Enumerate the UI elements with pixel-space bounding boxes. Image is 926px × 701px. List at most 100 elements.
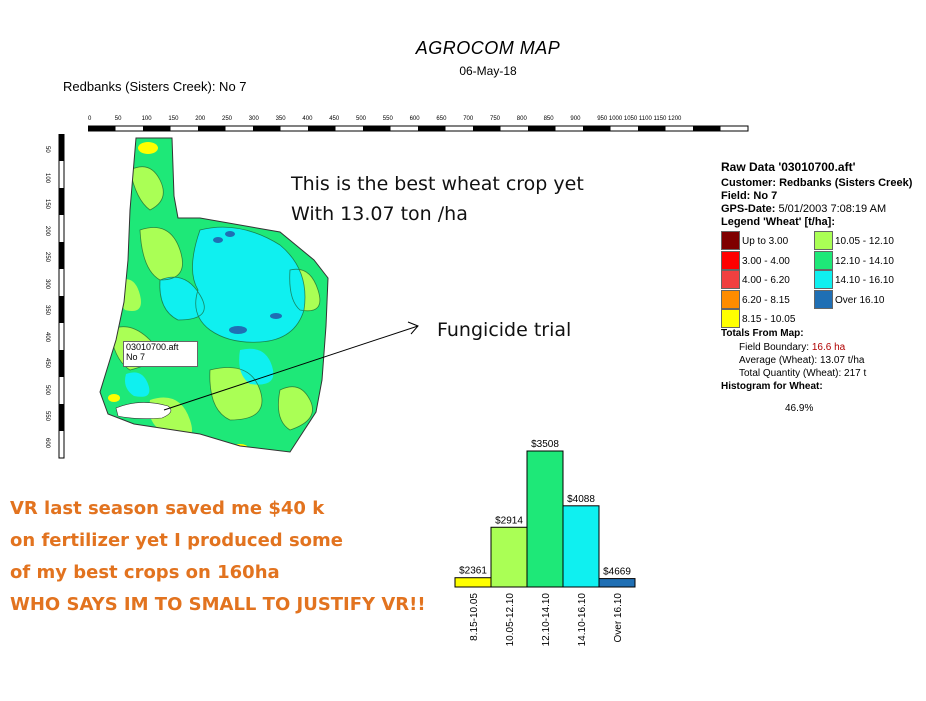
top-ruler-tick-label: 850 (543, 116, 554, 122)
left-ruler-tick-label: 450 (44, 358, 50, 369)
vr-line-4: WHO SAYS IM TO SMALL TO JUSTIFY VR!! (10, 594, 426, 615)
best-crop-line1: This is the best wheat crop yet (291, 173, 584, 195)
vr-line-3: of my best crops on 160ha (10, 562, 280, 583)
legend-swatch (721, 231, 740, 250)
vr-line-1: VR last season saved me $40 k (10, 498, 325, 519)
ruler-block (59, 134, 64, 161)
fungicide-arrow (163, 321, 419, 411)
histogram-bar (598, 578, 636, 588)
top-ruler-tick-label: 800 (516, 116, 527, 122)
legend-class-label: 6.20 - 8.15 (742, 294, 790, 306)
histogram-value-label: $3508 (531, 439, 559, 450)
ruler-block (473, 126, 501, 131)
ruler-block (59, 242, 64, 269)
histogram-category-label: 8.15-10.05 (469, 593, 480, 641)
legend-class-label: 14.10 - 16.10 (835, 275, 894, 286)
yield-map (99, 137, 329, 453)
gps-label: GPS-Date: (721, 203, 776, 215)
top-ruler-tick-label: 100 (141, 116, 152, 122)
top-ruler-tick-label: 250 (222, 116, 233, 122)
histogram-bar (490, 526, 528, 588)
ruler-block (308, 126, 336, 131)
legend-field-value: No 7 (753, 190, 778, 202)
left-ruler-bar (58, 134, 65, 459)
customer-value: Redbanks (Sisters Creek) (779, 177, 913, 189)
ruler-block (59, 404, 64, 431)
left-ruler-tick-label: 600 (44, 437, 50, 448)
ruler-block (88, 126, 116, 131)
ruler-block (59, 296, 64, 323)
top-ruler-tick-label: 350 (275, 116, 286, 122)
left-ruler-tick-label: 300 (44, 278, 50, 289)
field-label: Redbanks (Sisters Creek): No 7 (63, 79, 247, 94)
total-label: Total Quantity (Wheat): (739, 368, 842, 379)
map-file-tag: 03010700.aft No 7 (123, 341, 198, 367)
histogram-category-label: 12.10-14.10 (541, 593, 552, 647)
vr-message: VR last season saved me $40 k on fertili… (10, 493, 426, 621)
legend-swatch (814, 289, 833, 309)
raw-data-title: Raw Data '03010700.aft' (721, 160, 856, 174)
legend-class-label: Up to 3.00 (742, 236, 789, 247)
left-ruler-tick-label: 550 (44, 411, 50, 422)
top-ruler-tick-label: 300 (248, 116, 259, 122)
histogram-category-label: 14.10-16.10 (577, 593, 588, 647)
top-ruler-tick-label: 0 (88, 116, 92, 122)
histogram-max-percent: 46.9% (785, 403, 814, 414)
ruler-block (528, 126, 556, 131)
legend-swatch (721, 309, 740, 328)
left-ruler-tick-label: 250 (44, 252, 50, 263)
legend-swatch (814, 231, 833, 250)
legend-swatch (721, 250, 740, 270)
ruler-block (59, 350, 64, 377)
ruler-block (583, 126, 611, 131)
legend-class-label: 4.00 - 6.20 (742, 275, 790, 286)
left-ruler-tick-label: 150 (44, 199, 50, 210)
legend-swatch (814, 270, 833, 289)
ruler-block (253, 126, 281, 131)
field-boundary-value: 16.6 ha (811, 342, 846, 353)
average-value: 13.07 t/ha (819, 355, 865, 366)
ruler-block (143, 126, 171, 131)
fungicide-label: Fungicide trial (437, 319, 572, 341)
ruler-block (693, 126, 721, 131)
ruler-block (59, 188, 64, 215)
gps-row: GPS-Date: 5/01/2003 7:08:19 AM (721, 203, 886, 217)
legend-field-label: Field: (721, 190, 751, 202)
legend-class-label: 12.10 - 14.10 (835, 255, 894, 267)
histogram-bar (454, 577, 492, 588)
ruler-block (638, 126, 666, 131)
average-label: Average (Wheat): (739, 355, 818, 366)
map-date: 06-May-18 (459, 64, 517, 78)
left-ruler-tick-label: 350 (44, 305, 50, 316)
top-ruler-tick-label: 450 (329, 116, 340, 122)
top-ruler-labels: 0 50 100 150 200 250 300 350 400 450 500 550 600 650 7… (88, 116, 768, 126)
top-ruler-tick-label: 650 (436, 116, 447, 122)
customer-label: Customer: (721, 177, 777, 189)
wheat-histogram: $2361 8.15-10.05 $2914 10.05-12.10 $3508 12.1… (454, 439, 636, 647)
histogram-title: Histogram for Wheat: (721, 381, 823, 392)
histogram-value-label: $2914 (495, 515, 523, 526)
top-ruler-tick-label: 700 (463, 116, 474, 122)
field-row: Field: No 7 (721, 190, 777, 204)
left-ruler-tick-label: 50 (44, 146, 50, 153)
totals-title: Totals From Map: (721, 328, 804, 339)
vr-line-2: on fertilizer yet I produced some (10, 530, 343, 551)
top-ruler-tick-label: 50 (114, 116, 122, 122)
top-ruler-tick-label: 600 (409, 116, 420, 122)
ruler-block (418, 126, 446, 131)
top-ruler-tick-label: 900 (570, 116, 581, 122)
map-tag-file: 03010700.aft (126, 342, 179, 352)
histogram-category-label: Over 16.10 (613, 593, 624, 643)
legend-class-label: 3.00 - 4.00 (742, 255, 790, 267)
legend-swatch (814, 250, 833, 270)
histogram-value-label: $2361 (459, 566, 487, 577)
histogram-value-label: $4088 (567, 494, 595, 505)
left-ruler-tick-label: 100 (44, 172, 50, 183)
histogram-bar (562, 505, 600, 588)
legend-title: Legend 'Wheat' [t/ha]: (721, 216, 836, 228)
legend-swatch (721, 289, 740, 309)
legend-class-label: 10.05 - 12.10 (835, 236, 894, 247)
ruler-block (198, 126, 226, 131)
top-ruler-tick-label: 750 (490, 116, 501, 122)
field-boundary-row: Field Boundary: 16.6 ha (739, 341, 845, 355)
